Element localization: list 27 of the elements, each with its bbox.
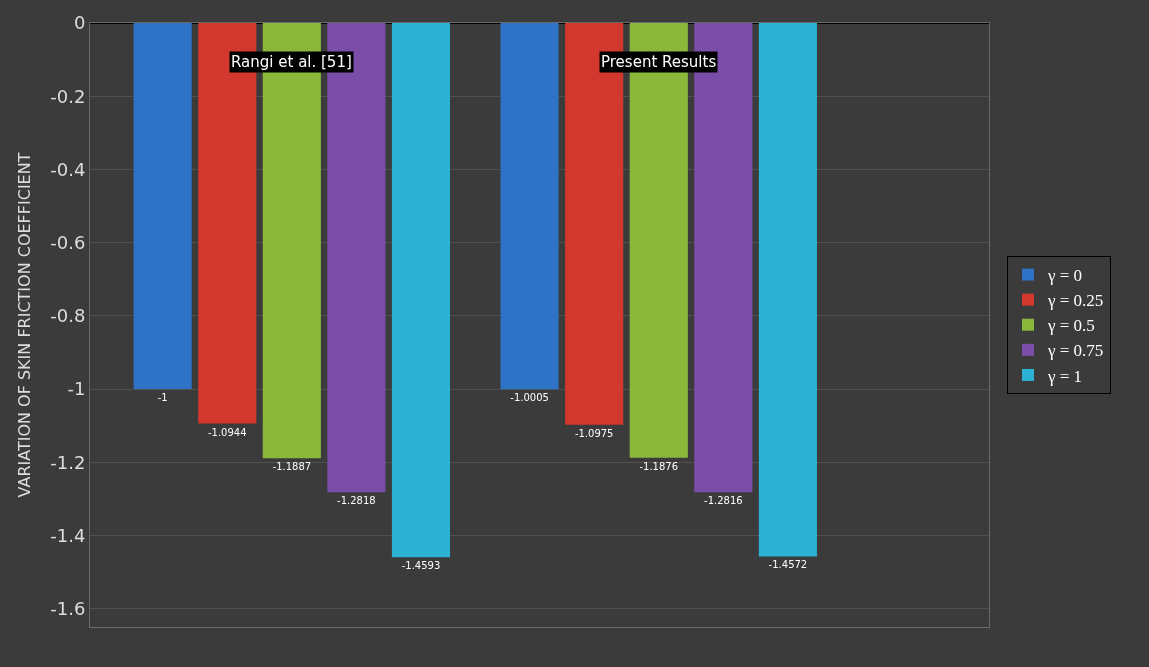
x-tick-label: Present Results [601,53,717,71]
data-label: -1.4593 [401,560,441,572]
data-label: -1.1876 [639,460,679,472]
data-label: -1.0944 [207,426,247,438]
legend-label: γ = 0.5 [1046,316,1095,336]
legend-label: γ = 0.25 [1046,291,1104,311]
data-label: -1.1887 [272,461,312,473]
y-tick-label: 0 [73,12,86,34]
y-axis-title: VARIATION OF SKIN FRICTION COEFFICIENT [15,152,35,498]
data-label: -1.0975 [574,427,614,439]
y-tick-label: -1.4 [50,524,86,546]
data-label: -1.0005 [510,392,549,404]
y-tick-label: -0.8 [50,305,86,327]
legend-label: γ = 0 [1046,266,1083,286]
legend-label: γ = 0.75 [1046,341,1104,361]
x-tick-label: Rangi et al. [51] [231,53,352,71]
y-tick-label: -0.4 [50,158,86,180]
y-tick-label: -1 [67,378,86,400]
y-tick-label: -1.6 [50,598,86,619]
y-tick-label: -0.2 [50,85,86,107]
data-label: -1.2816 [704,495,743,507]
legend-label: γ = 1 [1046,366,1083,386]
y-tick-label: -0.6 [50,231,86,253]
data-label: -1 [157,392,168,404]
data-label: -1.4572 [768,559,808,571]
y-tick-label: -1.2 [50,451,86,473]
data-label: -1.2818 [337,495,376,507]
